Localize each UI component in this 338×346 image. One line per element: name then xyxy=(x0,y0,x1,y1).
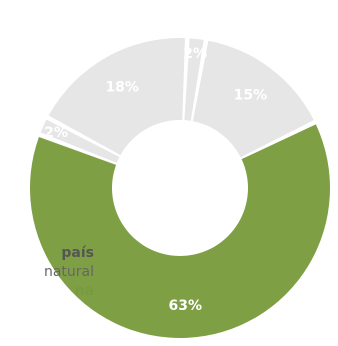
slice-label-2: 18% xyxy=(105,79,139,95)
slice-2 xyxy=(48,38,185,156)
slice-4 xyxy=(192,40,314,158)
legend-line-pais: país xyxy=(61,245,94,261)
slice-label-1: 2% xyxy=(44,125,68,141)
slice-label-3: 2% xyxy=(183,46,207,62)
slice-1 xyxy=(40,119,120,163)
slice-label-4: 15% xyxy=(234,88,268,104)
slice-3 xyxy=(184,38,204,121)
legend-line-na: na xyxy=(74,283,94,299)
legend-line-natural: natural xyxy=(43,264,94,280)
slice-label-0: 63% xyxy=(169,298,203,314)
slice-0 xyxy=(29,124,330,338)
